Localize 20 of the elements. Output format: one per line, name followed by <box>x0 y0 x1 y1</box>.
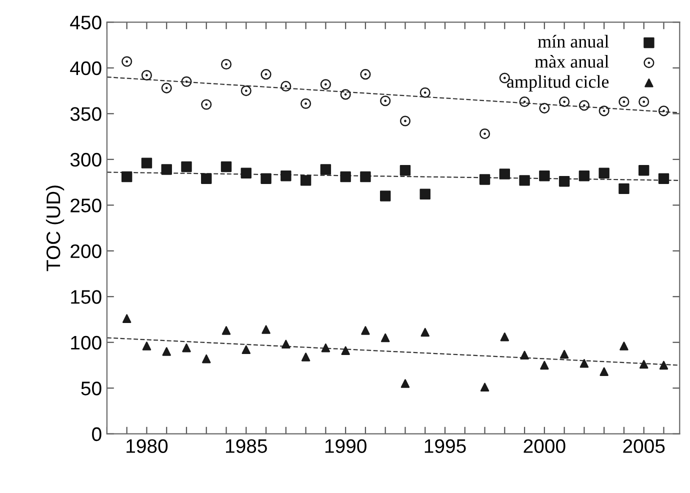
x-tick-label: 1985 <box>226 439 267 453</box>
y-tick-label: 100 <box>71 336 102 350</box>
y-tick-label: 150 <box>71 290 102 304</box>
x-tick-label: 1990 <box>325 439 366 453</box>
y-tick-label: 250 <box>70 198 102 212</box>
y-tick-label: 300 <box>70 152 102 167</box>
y-axis-title: TOC (UD) <box>46 186 64 272</box>
y-tick-label: 50 <box>81 382 102 396</box>
legend-label: mín anual <box>538 34 609 48</box>
legend-label: amplitud cicle <box>507 75 609 92</box>
x-tick-label: 2005 <box>623 439 665 453</box>
x-tick-label: 1980 <box>126 439 168 453</box>
y-tick-label: 450 <box>70 16 102 30</box>
y-tick-label: 200 <box>70 244 102 258</box>
y-tick-label: 400 <box>70 61 102 76</box>
legend-label: màx anual <box>534 55 609 68</box>
y-tick-label: 350 <box>70 107 102 121</box>
x-tick-label: 1995 <box>424 439 466 453</box>
x-tick-label: 2000 <box>524 439 566 453</box>
y-tick-label: 0 <box>92 427 102 442</box>
